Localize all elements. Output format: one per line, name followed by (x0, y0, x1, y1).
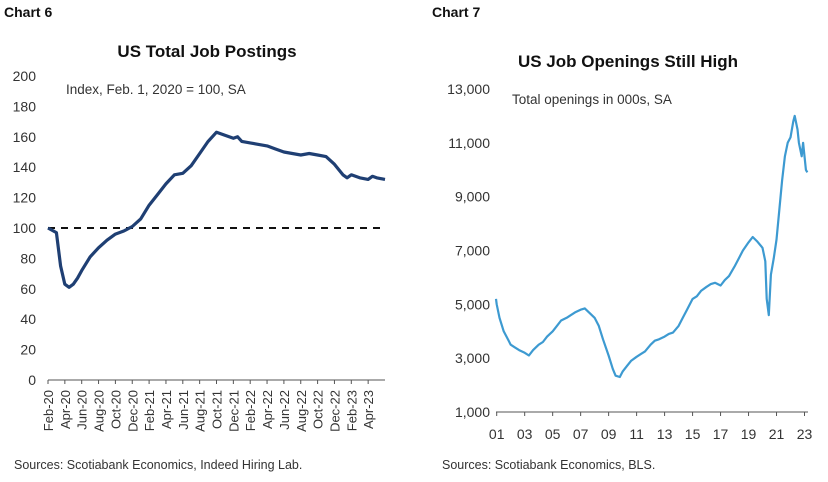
chart-7-y-axis: 1,000 3,000 5,000 7,000 9,000 11,000 13,000 (447, 81, 490, 420)
chart-7-label: Chart 7 (432, 4, 481, 20)
chart-7-x-tick-label: 19 (741, 426, 757, 442)
chart-6-x-tick-label: Feb-23 (344, 390, 359, 431)
chart-7-sources: Sources: Scotiabank Economics, BLS. (442, 458, 656, 472)
chart-6-x-tick-label: Apr-23 (361, 390, 376, 429)
chart-6-y-tick-label: 60 (20, 281, 36, 297)
chart-7-x-tick-label: 01 (489, 426, 505, 442)
chart-7-y-tick-label: 9,000 (455, 189, 490, 205)
chart-6-y-tick-label: 140 (13, 159, 37, 175)
chart-7-x-tick-label: 21 (769, 426, 785, 442)
chart-6-y-tick-label: 0 (28, 372, 36, 388)
chart-6-y-tick-label: 180 (13, 98, 37, 114)
chart-6-x-tick-label: Dec-22 (327, 390, 342, 432)
chart-6-y-tick-label: 160 (13, 129, 37, 145)
chart-7-title: US Job Openings Still High (517, 52, 739, 71)
chart-6-x-tick-label: Oct-22 (311, 390, 326, 429)
chart-6-x-tick-label: Feb-20 (41, 390, 56, 431)
chart-6-y-tick-label: 80 (20, 250, 36, 266)
chart-7-y-tick-label: 3,000 (455, 350, 490, 366)
chart-6-x-tick-label: Feb-22 (243, 390, 258, 431)
chart-6-panel: Chart 6 US Total Job Postings 0 20 40 60 80 1… (4, 4, 386, 472)
chart-6-y-axis: 0 20 40 60 80 100 120 140 160 180 200 (13, 68, 37, 388)
chart-7-y-tick-label: 11,000 (448, 135, 490, 151)
chart-6-x-tick-label: Aug-21 (193, 390, 208, 432)
chart-7-panel: Chart 7 US Job Openings Still High 1,000… (428, 0, 828, 482)
chart-7-plot: 1,000 3,000 5,000 7,000 9,000 11,000 13,000 01… (447, 81, 813, 442)
chart-7-x-tick-label: 09 (601, 426, 617, 442)
chart-6-y-tick-label: 40 (20, 311, 36, 327)
chart-7-x-tick-label: 03 (517, 426, 533, 442)
chart-7-x-tick-label: 13 (657, 426, 673, 442)
chart-6-x-tick-label: Jun-21 (176, 390, 191, 430)
chart-7-y-tick-label: 1,000 (455, 404, 490, 420)
chart-6-x-tick-label: Apr-22 (260, 390, 275, 429)
chart-6-y-tick-label: 20 (20, 342, 36, 358)
chart-6-sources: Sources: Scotiabank Economics, Indeed Hi… (14, 458, 303, 472)
chart-7-y-tick-label: 7,000 (455, 243, 490, 259)
chart-6-y-tick-label: 200 (13, 68, 37, 84)
chart-6-x-tick-label: Apr-20 (58, 390, 73, 429)
chart-7-x-tick-label: 05 (545, 426, 561, 442)
chart-7-x-tick-label: 15 (685, 426, 701, 442)
chart-6-x-tick-label: Aug-20 (92, 390, 107, 432)
chart-6-x-tick-label: Jun-20 (75, 390, 90, 430)
chart-6-x-tick-label: Oct-20 (108, 390, 123, 429)
chart-6-label: Chart 6 (4, 4, 53, 20)
chart-6-annotation: Index, Feb. 1, 2020 = 100, SA (66, 82, 246, 97)
chart-7-series-line (494, 114, 809, 379)
chart-7-x-tick-label: 07 (573, 426, 589, 442)
chart-6-x-tick-label: Oct-21 (210, 390, 225, 429)
chart-6-x-tick-label: Apr-21 (159, 390, 174, 429)
chart-6-x-tick-label: Dec-20 (125, 390, 140, 432)
chart-6-x-tick-label: Feb-21 (142, 390, 157, 431)
chart-7-x-tick-label: 23 (797, 426, 813, 442)
chart-6-x-tick-label: Dec-21 (226, 390, 241, 432)
chart-6-x-tick-label: Jun-22 (277, 390, 292, 430)
chart-7-y-tick-label: 13,000 (447, 81, 490, 97)
chart-6-plot: 0 20 40 60 80 100 120 140 160 180 200 Feb-20 Apr-20… (13, 68, 386, 432)
chart-6-y-tick-label: 100 (13, 220, 37, 236)
chart-6-series-line (47, 130, 386, 289)
chart-6-title: US Total Job Postings (117, 42, 297, 61)
chart-6-x-tick-label: Aug-22 (294, 390, 309, 432)
chart-6-x-axis: Feb-20 Apr-20 Jun-20 Aug-20 Oct-20 Dec-20 Feb-… (41, 380, 376, 432)
chart-7-y-tick-label: 5,000 (455, 296, 490, 312)
chart-7-x-tick-label: 17 (713, 426, 729, 442)
chart-7-x-tick-label: 11 (629, 426, 644, 442)
chart-6-y-tick-label: 120 (13, 190, 37, 206)
chart-7-annotation: Total openings in 000s, SA (512, 92, 672, 107)
chart-7-x-axis: 01 03 05 07 09 11 13 15 17 19 21 23 (489, 412, 813, 442)
